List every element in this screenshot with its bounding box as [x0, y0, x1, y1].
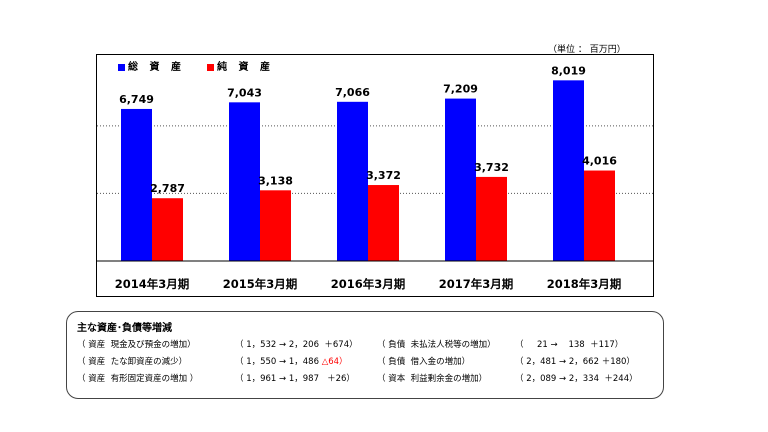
- note-left-values-1: （ 1，532 → 2，206 ＋674）: [235, 338, 358, 350]
- bar-total-assets-2: [229, 102, 260, 262]
- bar-chart: 6,749 2,787 2014年3月期 7,043 3,138 2015年3月期 7,06…: [97, 64, 653, 291]
- note-label: （ 資産 有形固定資産の増加 ）: [77, 374, 199, 384]
- note-left-values-2: （ 1，550 → 1，486 △64）: [235, 355, 348, 367]
- note-values: （ 2，089 → 2，334 ＋244）: [515, 374, 638, 384]
- data-label-net-assets-5: 4,016: [582, 155, 617, 168]
- data-label-net-assets-2: 3,138: [258, 174, 293, 187]
- legend-label-total-assets: 総 資 産: [128, 62, 185, 73]
- note-label: （ 資産 たな卸資産の減少）: [77, 357, 188, 367]
- note-right-values-3: （ 2，089 → 2，334 ＋244）: [515, 372, 638, 384]
- note-right-row-1: （ 負債 未払法人税等の増加）: [377, 338, 496, 350]
- note-negative-value: △64）: [321, 357, 348, 367]
- data-label-net-assets-4: 3,732: [474, 161, 509, 174]
- notes-box: 主な資産･負債等増減 （ 資産 現金及び預金の増加） （ 1，532 → 2，2…: [66, 311, 664, 399]
- note-label: （ 負債 借入金の増加）: [377, 357, 471, 367]
- notes-title: 主な資産･負債等増減: [77, 323, 172, 334]
- x-tick-label-5: 2018年3月期: [547, 277, 622, 291]
- note-values: （ 1，550 → 1，486: [235, 357, 319, 367]
- bar-net-assets-3: [368, 185, 399, 261]
- legend-item-total-assets: 総 資 産: [118, 58, 185, 73]
- note-left-values-3: （ 1，961 → 1，987 ＋26）: [235, 372, 355, 384]
- bar-total-assets-3: [337, 101, 368, 261]
- legend-swatch-red: [207, 63, 214, 71]
- data-label-total-assets-4: 7,209: [443, 83, 478, 96]
- x-tick-label-4: 2017年3月期: [439, 277, 514, 291]
- note-left-row-1: （ 資産 現金及び預金の増加）: [77, 338, 196, 350]
- bar-net-assets-1: [152, 198, 183, 261]
- note-label: （ 負債 未払法人税等の増加）: [377, 340, 496, 350]
- note-label: （ 資本 利益剰余金の増加）: [377, 374, 488, 384]
- x-tick-label-3: 2016年3月期: [331, 277, 406, 291]
- data-label-total-assets-2: 7,043: [227, 86, 262, 99]
- note-left-row-3: （ 資産 有形固定資産の増加 ）: [77, 372, 198, 384]
- note-right-values-2: （ 2，481 → 2，662 ＋180）: [515, 355, 635, 367]
- data-label-total-assets-1: 6,749: [119, 93, 154, 106]
- note-values: （ 1，532 → 2，206 ＋674）: [235, 340, 358, 350]
- legend-swatch-blue: [118, 63, 125, 71]
- note-right-row-2: （ 負債 借入金の増加）: [377, 355, 470, 367]
- note-values: （ 21 → 138 ＋117）: [515, 340, 624, 350]
- data-label-total-assets-3: 7,066: [335, 86, 370, 99]
- note-right-values-1: （ 21 → 138 ＋117）: [515, 338, 623, 350]
- data-label-total-assets-5: 8,019: [551, 64, 586, 77]
- bar-net-assets-5: [584, 170, 615, 261]
- bar-total-assets-4: [445, 98, 476, 261]
- unit-label: （単位 ： 百万円）: [548, 45, 626, 55]
- bar-net-assets-4: [476, 176, 507, 261]
- legend-item-net-assets: 純 資 産: [207, 58, 274, 73]
- x-tick-label-2: 2015年3月期: [223, 277, 298, 291]
- bar-net-assets-2: [260, 190, 291, 261]
- chart-frame: 6,749 2,787 2014年3月期 7,043 3,138 2015年3月期 7,06…: [96, 54, 654, 297]
- bar-total-assets-5: [553, 80, 584, 261]
- note-values: （ 1，961 → 1，987 ＋26）: [235, 374, 355, 384]
- data-label-net-assets-3: 3,372: [366, 169, 401, 182]
- legend-label-net-assets: 純 資 産: [217, 62, 274, 73]
- data-label-net-assets-1: 2,787: [150, 182, 185, 195]
- note-values: （ 2，481 → 2，662 ＋180）: [515, 357, 635, 367]
- note-left-row-2: （ 資産 たな卸資産の減少）: [77, 355, 187, 367]
- x-tick-label-1: 2014年3月期: [115, 277, 190, 291]
- bar-total-assets-1: [121, 108, 152, 261]
- note-right-row-3: （ 資本 利益剰余金の増加）: [377, 372, 487, 384]
- note-label: （ 資産 現金及び預金の増加）: [77, 340, 196, 350]
